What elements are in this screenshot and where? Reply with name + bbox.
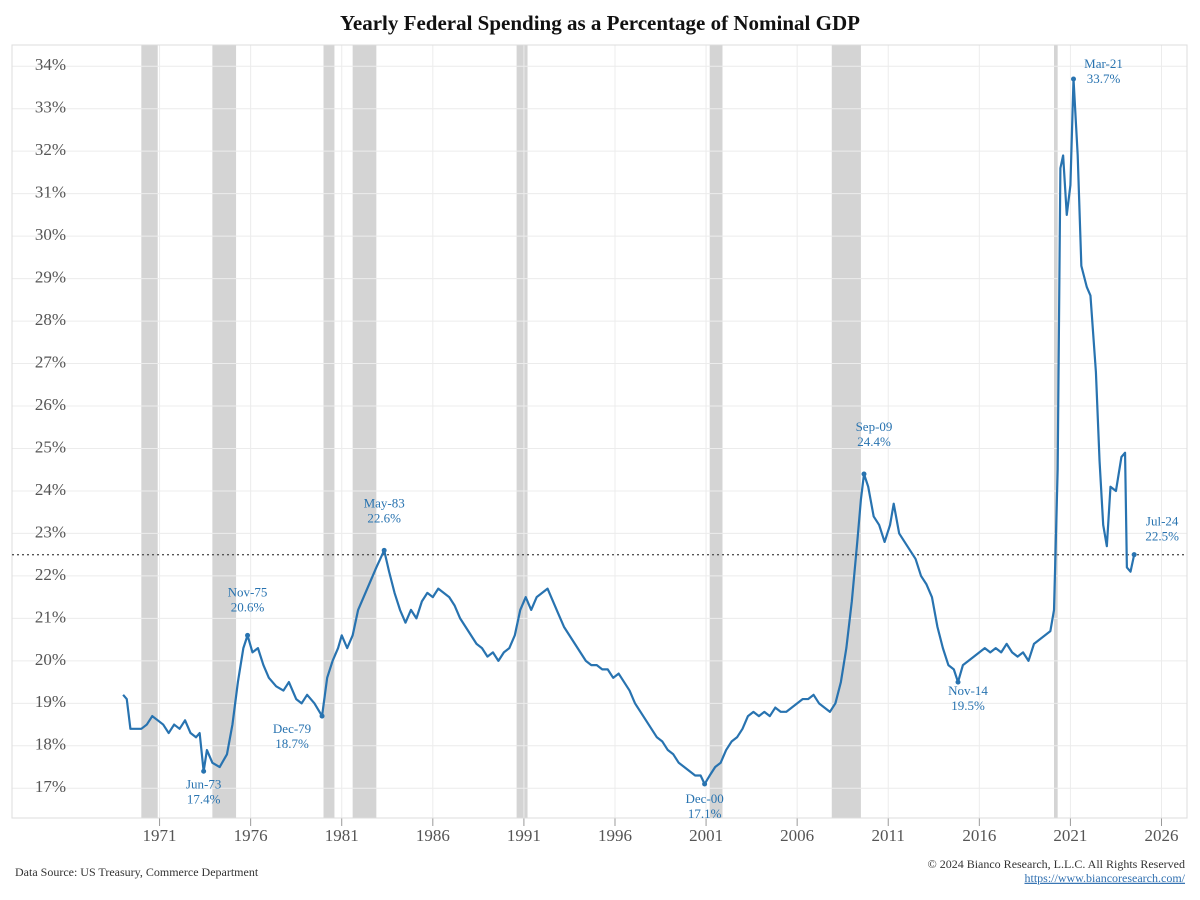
- x-tick-label: 1981: [325, 826, 359, 845]
- annotation-value: 17.4%: [187, 791, 221, 806]
- source-note: Data Source: US Treasury, Commerce Depar…: [15, 865, 259, 879]
- y-tick-label: 17%: [35, 777, 66, 796]
- x-tick-label: 2001: [689, 826, 723, 845]
- annotation-value: 24.4%: [857, 434, 891, 449]
- y-tick-label: 24%: [35, 480, 66, 499]
- x-tick-label: 2016: [962, 826, 996, 845]
- y-tick-label: 20%: [35, 650, 66, 669]
- x-tick-label: 1991: [507, 826, 541, 845]
- y-tick-label: 22%: [35, 565, 66, 584]
- y-tick-label: 27%: [35, 352, 66, 371]
- y-tick-label: 19%: [35, 692, 66, 711]
- annotation-value: 17.1%: [688, 806, 722, 821]
- recession-band: [831, 45, 861, 818]
- recession-band: [141, 45, 158, 818]
- x-tick-label: 1976: [234, 826, 268, 845]
- annotation-dot: [702, 781, 708, 787]
- series-line: [122, 77, 1136, 786]
- annotation-dot: [1131, 552, 1137, 558]
- y-tick-label: 32%: [35, 140, 66, 159]
- plot-border: [11, 44, 1188, 819]
- x-tick-label: 1971: [143, 826, 177, 845]
- y-tick-label: 30%: [35, 225, 66, 244]
- annotation-value: 20.6%: [231, 599, 265, 614]
- x-tick-label: 2026: [1144, 826, 1178, 845]
- annotation-dot: [245, 632, 251, 638]
- y-tick-label: 29%: [35, 268, 66, 287]
- annotation-dot: [1071, 76, 1077, 82]
- y-tick-label: 28%: [35, 310, 66, 329]
- annotation-dot: [955, 679, 961, 685]
- annotation-date: Mar-21: [1084, 56, 1123, 71]
- annotation-value: 22.5%: [1145, 529, 1179, 544]
- website-link[interactable]: https://www.biancoresearch.com/: [1024, 871, 1185, 885]
- annotation-value: 19.5%: [951, 698, 985, 713]
- x-tick-label: 2021: [1053, 826, 1087, 845]
- recession-band: [1054, 45, 1058, 818]
- x-tick-label: 1996: [598, 826, 632, 845]
- copyright: © 2024 Bianco Research, L.L.C. All Right…: [928, 857, 1185, 871]
- annotation-dot: [201, 768, 207, 774]
- annotation-date: Nov-14: [948, 683, 988, 698]
- y-tick-label: 25%: [35, 437, 66, 456]
- annotation-dot: [381, 547, 387, 553]
- recession-band: [352, 45, 377, 818]
- x-tick-label: 2006: [780, 826, 814, 845]
- y-tick-label: 33%: [35, 98, 66, 117]
- annotation-date: Nov-75: [228, 584, 268, 599]
- annotation-value: 18.7%: [275, 736, 309, 751]
- recession-band: [212, 45, 237, 818]
- y-tick-label: 31%: [35, 183, 66, 202]
- recession-band: [323, 45, 335, 818]
- recession-band: [709, 45, 723, 818]
- annotation-date: Dec-00: [685, 791, 723, 806]
- y-tick-label: 18%: [35, 735, 66, 754]
- annotation-date: Sep-09: [856, 419, 893, 434]
- y-tick-label: 23%: [35, 522, 66, 541]
- y-tick-label: 26%: [35, 395, 66, 414]
- annotation-value: 33.7%: [1087, 71, 1121, 86]
- x-tick-label: 1986: [416, 826, 450, 845]
- annotation-date: May-83: [364, 495, 405, 510]
- annotation-date: Jul-24: [1146, 514, 1179, 529]
- annotation-date: Jun-73: [186, 776, 221, 791]
- plot-area: [12, 45, 1187, 818]
- chart-title: Yearly Federal Spending as a Percentage …: [340, 11, 860, 35]
- annotation-dot: [319, 713, 325, 719]
- annotation-date: Dec-79: [273, 721, 311, 736]
- y-tick-label: 21%: [35, 607, 66, 626]
- x-tick-label: 2011: [872, 826, 905, 845]
- annotation-dot: [861, 471, 867, 477]
- annotation-value: 22.6%: [367, 510, 401, 525]
- y-tick-label: 34%: [35, 55, 66, 74]
- recession-band: [516, 45, 528, 818]
